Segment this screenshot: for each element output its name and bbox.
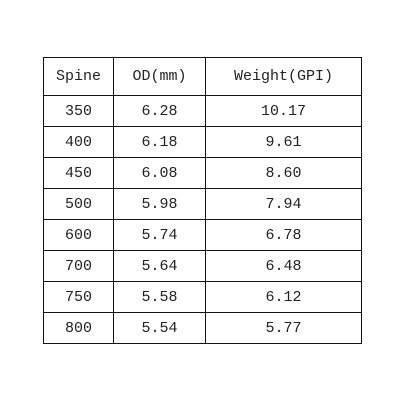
table-row: 750 5.58 6.12 [43, 281, 362, 313]
header-cell: Spine [43, 57, 114, 96]
table-cell: 9.61 [205, 126, 362, 158]
table-cell: 350 [43, 95, 114, 127]
table-row: 400 6.18 9.61 [43, 126, 362, 158]
table-cell: 700 [43, 250, 114, 282]
table-row: 350 6.28 10.17 [43, 95, 362, 127]
table-row: 500 5.98 7.94 [43, 188, 362, 220]
table-cell: 6.08 [113, 157, 206, 189]
table-row: 600 5.74 6.78 [43, 219, 362, 251]
table-row: 800 5.54 5.77 [43, 312, 362, 344]
table-cell: 5.98 [113, 188, 206, 220]
table-cell: 7.94 [205, 188, 362, 220]
table-cell: 750 [43, 281, 114, 313]
table-cell: 6.18 [113, 126, 206, 158]
table-row: 450 6.08 8.60 [43, 157, 362, 189]
table-cell: 6.28 [113, 95, 206, 127]
table-cell: 500 [43, 188, 114, 220]
header-cell: OD(mm) [113, 57, 206, 96]
header-row: Spine OD(mm) Weight(GPI) [43, 57, 362, 96]
table-cell: 400 [43, 126, 114, 158]
table-cell: 10.17 [205, 95, 362, 127]
table-cell: 5.58 [113, 281, 206, 313]
table-cell: 5.77 [205, 312, 362, 344]
table-cell: 450 [43, 157, 114, 189]
table-cell: 6.78 [205, 219, 362, 251]
table-cell: 800 [43, 312, 114, 344]
spine-table: Spine OD(mm) Weight(GPI) 350 6.28 10.17 400 6.… [43, 57, 362, 344]
table-cell: 5.54 [113, 312, 206, 344]
table-cell: 8.60 [205, 157, 362, 189]
header-cell: Weight(GPI) [205, 57, 362, 96]
table-row: 700 5.64 6.48 [43, 250, 362, 282]
table-cell: 5.74 [113, 219, 206, 251]
table-body: 350 6.28 10.17 400 6.18 9.61 450 6.08 8.60 500 5.9… [43, 95, 362, 344]
table-cell: 6.12 [205, 281, 362, 313]
table-cell: 5.64 [113, 250, 206, 282]
table-cell: 600 [43, 219, 114, 251]
table-cell: 6.48 [205, 250, 362, 282]
